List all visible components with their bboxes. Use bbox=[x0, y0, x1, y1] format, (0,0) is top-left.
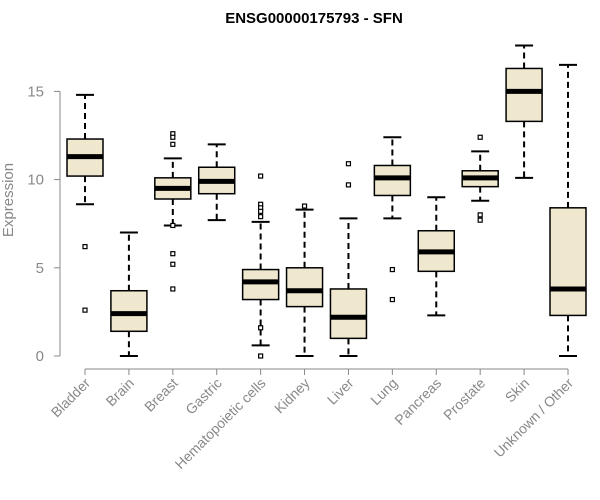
x-tick-label: Bladder bbox=[48, 375, 94, 421]
y-tick-label: 15 bbox=[27, 83, 44, 100]
outlier-point bbox=[170, 222, 176, 229]
outlier-point bbox=[345, 182, 352, 188]
box-pancreas bbox=[417, 196, 456, 317]
outlier-point bbox=[170, 134, 176, 140]
x-tick-label: Gastric bbox=[182, 375, 225, 418]
x-tick-label: Liver bbox=[324, 375, 357, 408]
iqr-box bbox=[110, 289, 148, 333]
outlier-point bbox=[82, 244, 88, 250]
outlier-point bbox=[477, 217, 483, 223]
iqr-box bbox=[373, 164, 412, 197]
x-tick-label: Prostate bbox=[440, 375, 488, 423]
outlier-point bbox=[477, 134, 483, 140]
box-breast bbox=[154, 131, 192, 292]
outlier-point bbox=[170, 286, 176, 292]
iqr-box bbox=[329, 288, 368, 340]
box-kidney bbox=[285, 203, 324, 357]
outlier-point bbox=[477, 212, 483, 218]
y-tick-label: 5 bbox=[36, 260, 44, 277]
iqr-box bbox=[549, 207, 587, 317]
iqr-box bbox=[241, 268, 280, 301]
outlier-point bbox=[301, 203, 308, 209]
y-tick-label: 10 bbox=[27, 172, 44, 189]
outlier-point bbox=[82, 307, 88, 313]
x-tick-label: Brain bbox=[103, 375, 137, 409]
outlier-point bbox=[258, 214, 264, 220]
x-tick-label: Lung bbox=[367, 375, 400, 408]
chart-title: ENSG00000175793 - SFN bbox=[225, 10, 403, 27]
outlier-point bbox=[170, 141, 176, 147]
x-tick-label: Kidney bbox=[271, 375, 313, 417]
x-tick-label: Unknown / Other bbox=[491, 375, 577, 461]
outlier-point bbox=[258, 353, 264, 359]
box-liver bbox=[329, 161, 368, 357]
box-skin bbox=[505, 44, 543, 179]
box-lung bbox=[373, 136, 412, 303]
outlier-point bbox=[389, 296, 395, 303]
box-prostate bbox=[461, 134, 499, 223]
box-unknown-other bbox=[549, 63, 587, 357]
x-tick-label: Breast bbox=[141, 375, 181, 415]
x-tick-label: Pancreas bbox=[391, 375, 444, 428]
outlier-point bbox=[389, 266, 395, 273]
x-tick-label: Skin bbox=[502, 375, 533, 406]
y-tick-label: 0 bbox=[36, 348, 44, 365]
outlier-point bbox=[170, 261, 176, 267]
outlier-point bbox=[345, 161, 352, 167]
outlier-point bbox=[258, 325, 264, 331]
outlier-point bbox=[170, 251, 176, 257]
box-bladder bbox=[66, 93, 104, 313]
iqr-box bbox=[285, 267, 324, 308]
box-gastric bbox=[197, 143, 236, 222]
boxes-group bbox=[66, 44, 587, 359]
y-axis-label: Expression bbox=[0, 163, 17, 237]
box-brain bbox=[110, 231, 148, 357]
box-hematopoietic-cells bbox=[241, 173, 280, 359]
iqr-box bbox=[505, 67, 543, 123]
outlier-point bbox=[258, 173, 264, 179]
y-axis: 0 5 10 15 bbox=[27, 83, 61, 365]
outlier-point bbox=[258, 208, 264, 214]
